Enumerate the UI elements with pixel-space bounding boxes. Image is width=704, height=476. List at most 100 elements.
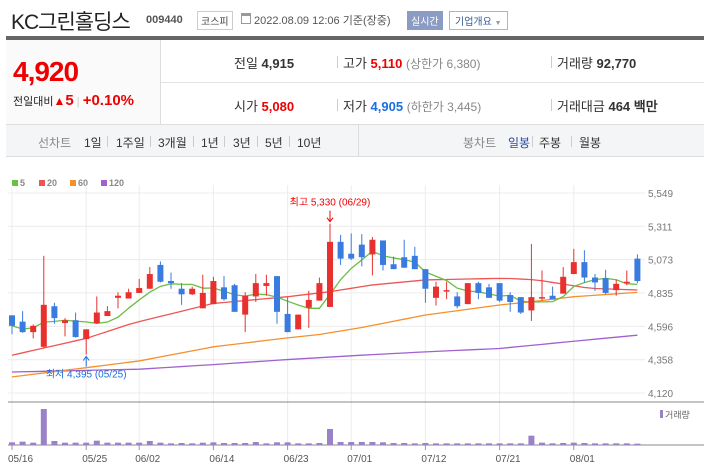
y-tick-label: 5,311 <box>648 222 673 233</box>
candle-body <box>358 244 365 258</box>
candle-body <box>327 241 333 307</box>
candle-body <box>72 320 79 338</box>
volume-bar <box>30 442 37 445</box>
tab-3y[interactable]: 3년 <box>233 136 251 150</box>
tab-5y[interactable]: 5년 <box>265 136 283 150</box>
volume-bar <box>454 443 461 445</box>
candle-body <box>634 258 641 282</box>
volume-bar <box>51 441 58 445</box>
volume-bar <box>9 442 15 445</box>
divider <box>571 136 572 147</box>
volume-bar <box>93 440 100 445</box>
volume-bar <box>337 442 344 445</box>
volume-bar <box>284 442 291 445</box>
volume-bar <box>623 443 630 445</box>
tab-1d[interactable]: 1일 <box>84 136 102 150</box>
divider <box>161 82 704 83</box>
line-chart-label: 선차트 <box>38 136 72 150</box>
candle-body <box>83 329 90 340</box>
volume-bar <box>517 443 524 445</box>
candle-body <box>581 262 588 278</box>
volume-bar <box>19 441 26 445</box>
current-price: 4,920 <box>13 56 79 87</box>
low-value: 4,905 <box>370 99 404 114</box>
volume-bar <box>570 442 577 445</box>
tab-10y[interactable]: 10년 <box>297 136 322 150</box>
volume-bar <box>401 443 408 445</box>
candle-body <box>274 276 280 312</box>
candle-body <box>517 297 524 313</box>
candle-body <box>136 288 143 293</box>
candle-body <box>252 283 259 297</box>
volume-bar <box>348 442 355 445</box>
volume-bar <box>464 443 471 445</box>
change-percent: +0.10% <box>82 92 134 109</box>
tab-monthly[interactable]: 월봉 <box>579 136 602 150</box>
prev-value: 4,915 <box>261 56 295 71</box>
volume-bar <box>443 443 450 445</box>
divider <box>337 99 338 111</box>
candle-body <box>263 283 270 286</box>
high-annotation: 최고 5,330 (06/29) <box>290 197 371 209</box>
candle-body <box>231 285 238 312</box>
candle-body <box>51 306 58 319</box>
candle-body <box>295 314 302 330</box>
change-label: 전일대비 <box>13 96 54 108</box>
legend-ma120: 120 <box>109 178 125 188</box>
open: 시가 5,080 <box>234 96 294 115</box>
change-row: 전일대비▲5 | +0.10% <box>13 92 134 109</box>
tab-1y[interactable]: 1년 <box>201 136 219 150</box>
volume-bar <box>263 443 270 445</box>
tab-daily[interactable]: 일봉 <box>508 136 531 150</box>
candle-body <box>549 295 556 300</box>
divider <box>193 136 194 147</box>
volume-bar <box>83 442 90 445</box>
arrow-up-icon <box>82 355 90 367</box>
divider <box>224 136 225 147</box>
tab-1w[interactable]: 1주일 <box>116 136 145 150</box>
volume-bar <box>242 443 249 445</box>
volume-legend-label: 거래량 <box>665 409 690 420</box>
lower-limit: (하한가 3,445) <box>406 100 482 114</box>
volume-bar <box>549 443 556 445</box>
candle-body <box>178 288 185 295</box>
y-tick-label: 4,358 <box>648 356 673 367</box>
candle-body <box>454 296 461 307</box>
candle-body <box>401 257 408 268</box>
candle-body <box>613 283 620 291</box>
volume-bar <box>157 442 164 445</box>
volume-bar <box>496 443 503 445</box>
volume-bar <box>115 442 121 445</box>
y-tick-label: 5,549 <box>648 189 673 200</box>
timestamp-basis: 기준(장중) <box>342 15 391 27</box>
volume-bar <box>390 443 397 445</box>
volume-bar <box>592 443 598 445</box>
x-tick-label: 06/23 <box>284 454 309 465</box>
candle-body <box>284 313 291 333</box>
candle-body <box>125 292 132 299</box>
volume-legend-swatch <box>660 410 663 418</box>
candle-body <box>507 295 514 303</box>
volume-bar <box>327 429 333 445</box>
volume-bar <box>72 442 79 445</box>
x-tick-label: 07/01 <box>347 454 372 465</box>
candle-body <box>369 239 376 255</box>
volume-bar <box>136 442 143 445</box>
company-overview-button[interactable]: 기업개요 ▼ <box>449 11 508 30</box>
volume-bar <box>125 442 132 445</box>
realtime-button[interactable]: 실시간 <box>407 11 443 30</box>
candle-body <box>9 315 15 326</box>
volume-bar <box>581 443 588 445</box>
divider <box>551 99 552 111</box>
tab-3m[interactable]: 3개월 <box>158 136 187 150</box>
volume-bar <box>358 442 365 445</box>
candle-body <box>433 286 439 298</box>
x-tick-label: 06/02 <box>135 454 160 465</box>
candle-body <box>528 297 535 311</box>
low: 저가 4,905 (하한가 3,445) <box>343 96 481 115</box>
up-triangle-icon: ▲ <box>53 94 66 108</box>
volume-bar <box>295 443 302 445</box>
tab-weekly[interactable]: 주봉 <box>539 136 562 150</box>
trade-value-label: 거래대금 <box>557 99 605 114</box>
x-tick-label: 06/14 <box>209 454 234 465</box>
